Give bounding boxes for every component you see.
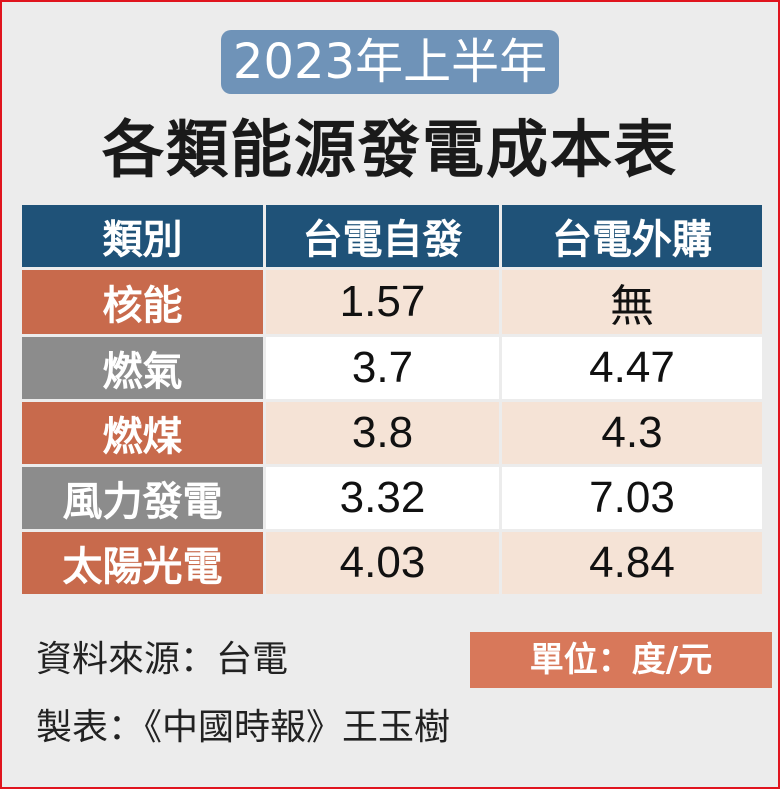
page-title: 各類能源發電成本表 <box>101 113 678 186</box>
table-row: 核能 1.57 無 <box>22 270 762 334</box>
column-header-self: 台電自發 <box>266 205 502 267</box>
row-purchased-cost: 4.3 <box>502 402 762 464</box>
row-purchased-cost: 4.84 <box>502 532 762 594</box>
row-purchased-cost: 4.47 <box>502 337 762 399</box>
row-self-cost: 3.7 <box>266 337 502 399</box>
row-category: 風力發電 <box>22 467 266 529</box>
row-category: 太陽光電 <box>22 532 266 594</box>
row-category: 核能 <box>22 270 266 334</box>
source-note: 資料來源：台電 <box>36 639 289 680</box>
row-purchased-cost: 無 <box>502 270 762 334</box>
table-row: 風力發電 3.32 7.03 <box>22 467 762 529</box>
table-row: 燃煤 3.8 4.3 <box>22 402 762 464</box>
table-header-row: 類別 台電自發 台電外購 <box>22 205 762 267</box>
row-category: 燃煤 <box>22 402 266 464</box>
unit-badge: 單位：度/元 <box>470 632 772 688</box>
row-purchased-cost: 7.03 <box>502 467 762 529</box>
row-self-cost: 1.57 <box>266 270 502 334</box>
row-category: 燃氣 <box>22 337 266 399</box>
column-header-purchased: 台電外購 <box>502 205 762 267</box>
table-row: 燃氣 3.7 4.47 <box>22 337 762 399</box>
subtitle: 2023年上半年 <box>220 30 560 94</box>
row-self-cost: 4.03 <box>266 532 502 594</box>
credit-note: 製表：《中國時報》王玉樹 <box>36 707 451 748</box>
cost-table: 類別 台電自發 台電外購 核能 1.57 無 燃氣 3.7 4.47 燃煤 3.… <box>22 202 762 597</box>
row-self-cost: 3.8 <box>266 402 502 464</box>
subtitle-wrap: 2023年上半年 <box>2 30 778 94</box>
row-self-cost: 3.32 <box>266 467 502 529</box>
table-row: 太陽光電 4.03 4.84 <box>22 532 762 594</box>
column-header-category: 類別 <box>22 205 266 267</box>
